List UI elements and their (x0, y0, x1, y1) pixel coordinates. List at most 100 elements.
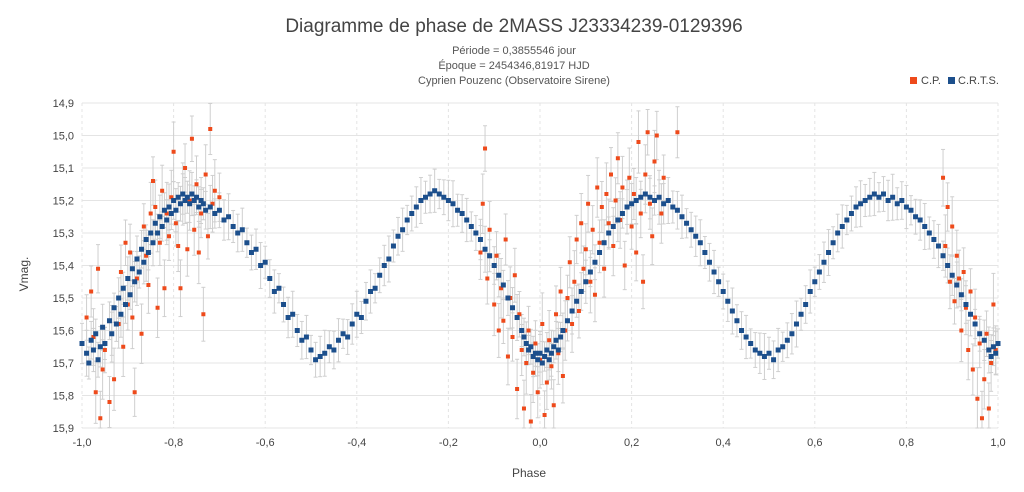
point-crts (583, 279, 589, 285)
point-crts (558, 334, 564, 340)
y-tick-label: 15,7 (53, 358, 74, 370)
point-crts (647, 194, 653, 200)
point-cp (993, 348, 998, 352)
point-crts (532, 350, 538, 356)
legend-label-crts[interactable]: C.R.T.S. (958, 75, 999, 87)
point-crts (693, 233, 699, 239)
point-cp (494, 253, 499, 258)
point-crts (890, 194, 896, 200)
point-crts (164, 217, 170, 223)
point-crts (145, 250, 151, 255)
point-cp (485, 276, 490, 281)
point-cp (134, 276, 139, 281)
point-crts (771, 357, 777, 363)
point-cp (542, 413, 547, 417)
point-cp (212, 188, 217, 193)
point-crts (180, 191, 186, 197)
point-crts (400, 227, 406, 233)
point-cp (157, 240, 162, 245)
point-crts (381, 263, 387, 268)
point-cp (540, 322, 545, 326)
point-crts (132, 279, 138, 285)
point-crts (294, 328, 300, 333)
series-crts (79, 188, 1001, 366)
point-cp (139, 331, 144, 336)
point-cp (977, 341, 982, 346)
point-crts (100, 324, 106, 330)
point-cp (524, 361, 529, 365)
point-cp (647, 201, 652, 206)
point-crts (184, 194, 190, 200)
point-crts (981, 337, 987, 343)
point-crts (816, 269, 822, 275)
point-crts (766, 350, 772, 356)
point-crts (821, 259, 827, 265)
point-cp (581, 266, 586, 271)
x-tick-label: 0,4 (716, 437, 731, 449)
point-crts (299, 337, 305, 343)
point-crts (491, 263, 497, 268)
point-cp (130, 315, 135, 320)
point-crts (482, 246, 488, 252)
point-cp (89, 289, 94, 294)
point-crts (258, 263, 264, 268)
point-crts (177, 201, 183, 207)
point-crts (725, 298, 731, 304)
point-cp (654, 133, 659, 138)
point-cp (989, 361, 994, 365)
point-crts (113, 321, 119, 327)
point-crts (578, 289, 584, 294)
point-crts (423, 194, 428, 200)
point-crts (807, 289, 813, 294)
point-crts (606, 230, 612, 236)
point-crts (354, 311, 360, 317)
point-cp (515, 387, 520, 391)
point-crts (95, 357, 101, 363)
point-crts (537, 350, 543, 356)
x-tick-label: -0,4 (347, 437, 366, 449)
point-cp (183, 166, 188, 170)
point-cp (611, 244, 616, 248)
point-cp (93, 390, 98, 395)
point-crts (395, 233, 401, 239)
x-tick-label: -1,0 (73, 437, 92, 449)
point-crts (262, 259, 268, 265)
point-crts (931, 237, 937, 242)
point-cp (208, 127, 213, 131)
point-crts (839, 224, 845, 229)
point-cp (178, 286, 183, 291)
point-crts (793, 321, 799, 327)
point-crts (139, 246, 145, 252)
point-crts (86, 360, 92, 366)
point-crts (194, 194, 199, 200)
point-cp (590, 227, 595, 232)
point-crts (102, 341, 108, 346)
point-crts (212, 211, 218, 216)
legend-label-cp[interactable]: C.P. (921, 75, 941, 87)
point-crts (148, 230, 154, 236)
point-cp (203, 172, 208, 177)
point-cp (595, 185, 600, 190)
point-crts (161, 207, 167, 213)
point-crts (123, 302, 129, 307)
point-cp (164, 211, 169, 216)
point-crts (477, 237, 483, 242)
point-cp (984, 331, 989, 336)
point-crts (993, 350, 999, 356)
point-cp (645, 130, 650, 135)
point-crts (535, 357, 541, 363)
point-crts (564, 318, 570, 324)
point-crts (468, 224, 474, 229)
point-crts (784, 337, 790, 343)
point-cp (959, 328, 964, 333)
point-cp (606, 221, 611, 226)
point-crts (656, 194, 662, 200)
point-crts (418, 198, 424, 203)
point-crts (858, 201, 864, 207)
point-crts (521, 334, 527, 340)
point-cp (941, 175, 946, 180)
point-crts (812, 279, 818, 285)
point-crts (413, 204, 419, 210)
point-crts (171, 198, 177, 203)
point-crts (775, 347, 781, 353)
